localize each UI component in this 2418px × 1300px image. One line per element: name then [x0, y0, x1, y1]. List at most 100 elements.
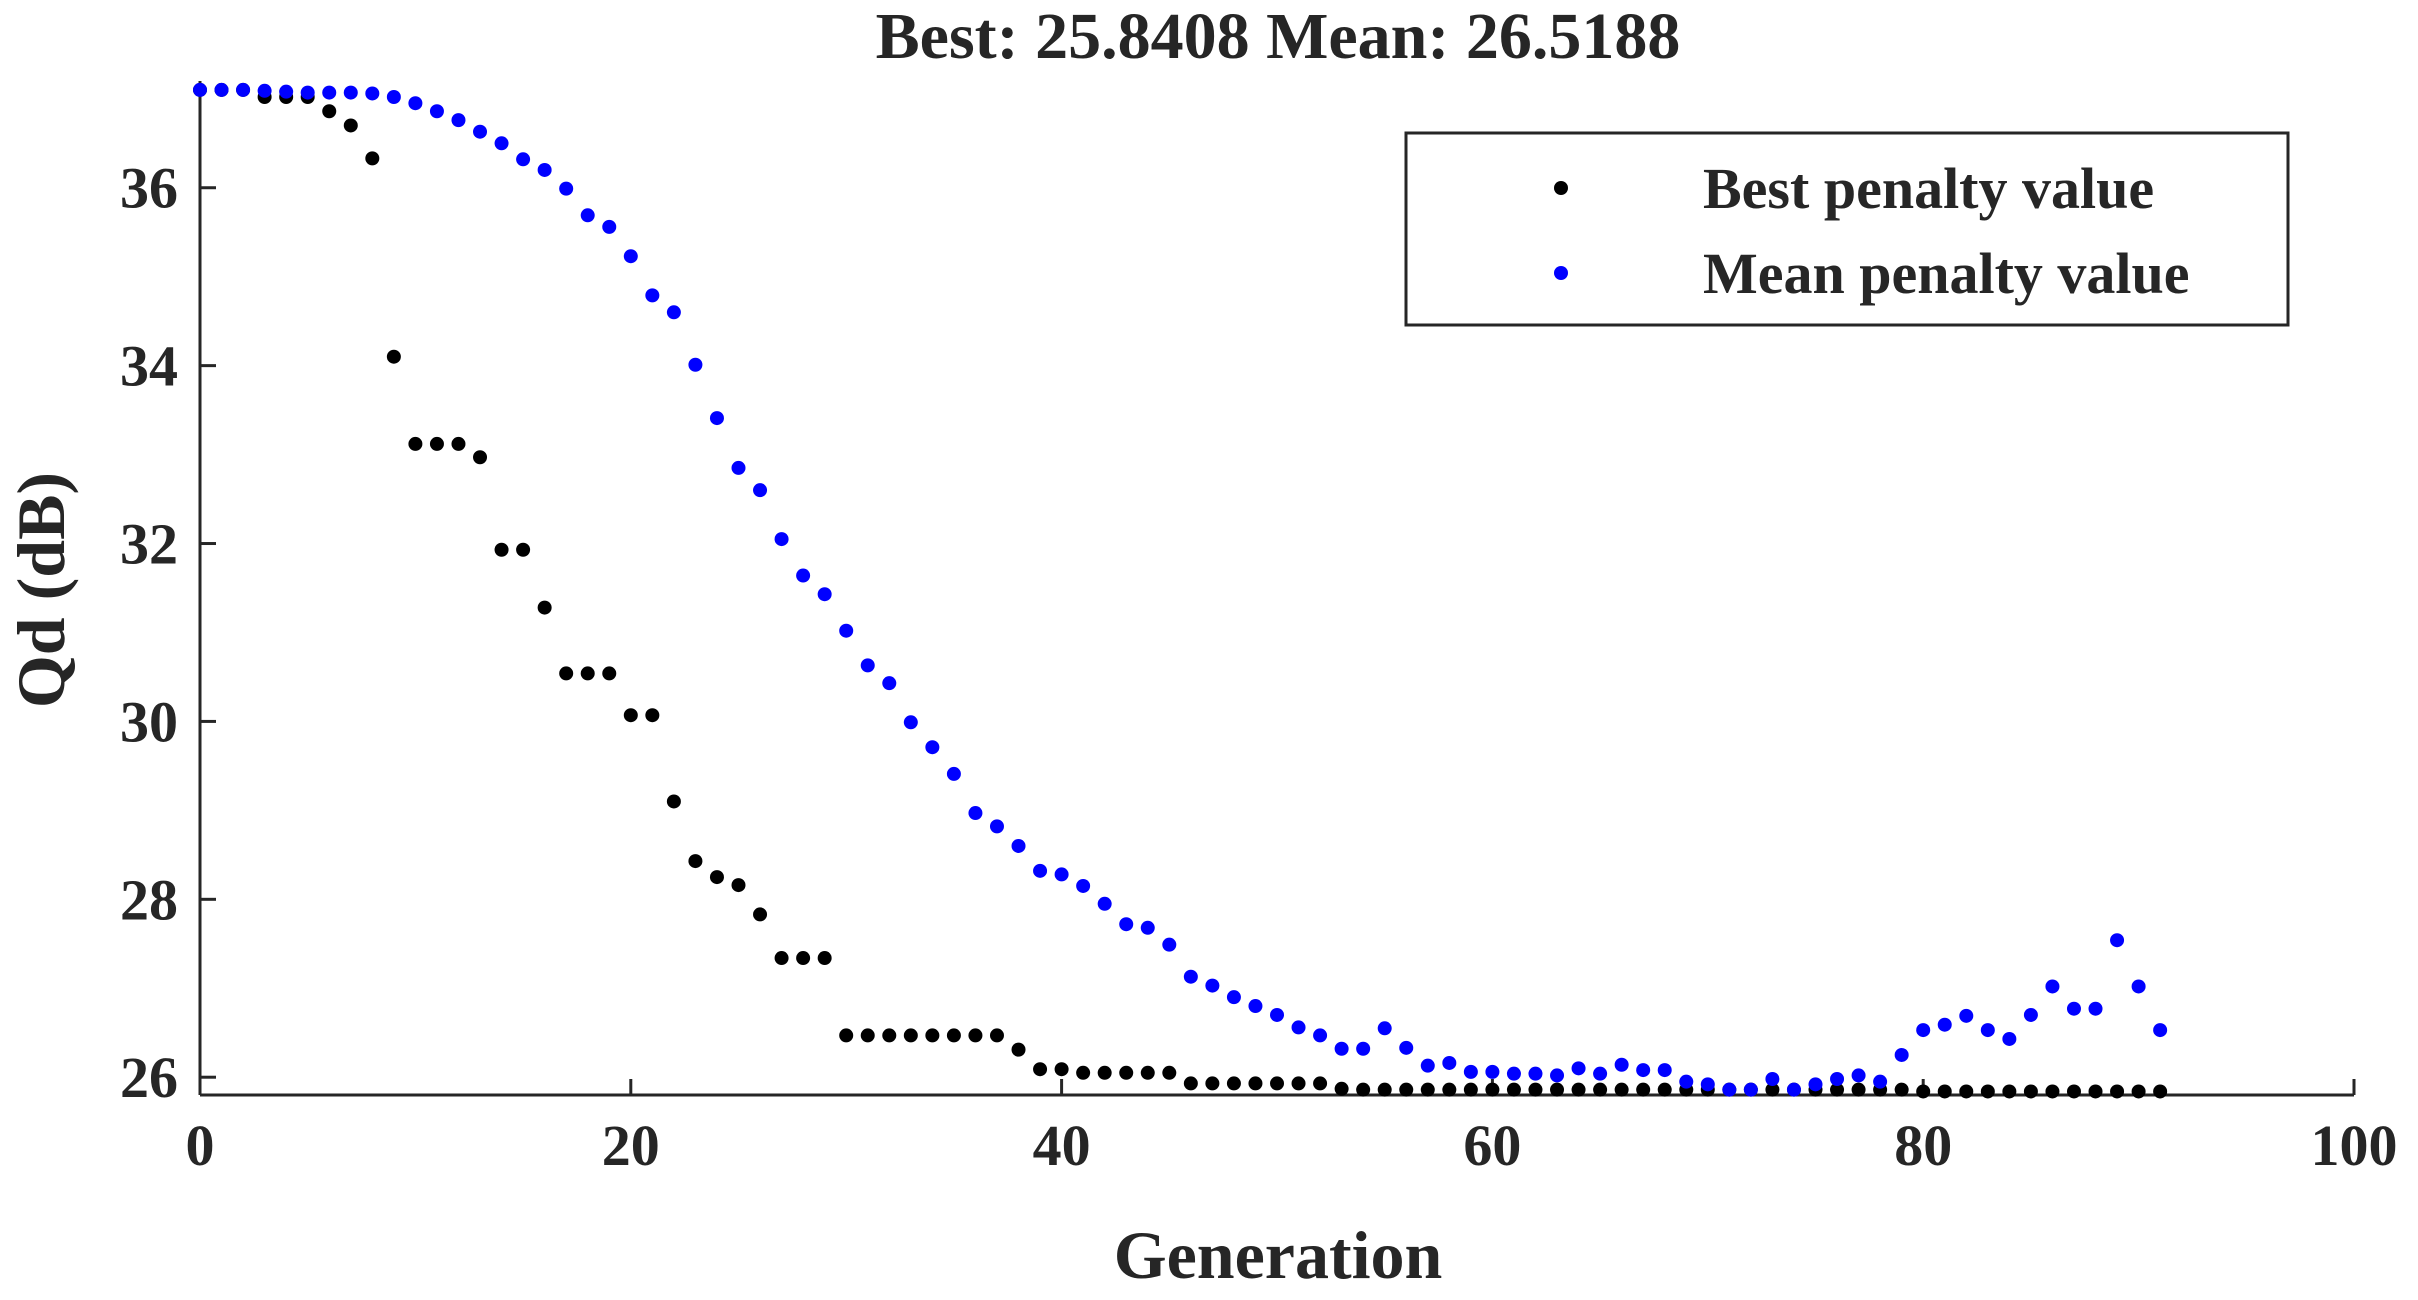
data-point	[1205, 1076, 1220, 1091]
data-point	[2131, 979, 2146, 994]
data-point	[1485, 1064, 1500, 1079]
data-point	[666, 305, 681, 320]
x-tick-label: 0	[186, 1113, 215, 1178]
data-point	[1377, 1021, 1392, 1036]
data-point	[580, 666, 595, 681]
data-point	[1291, 1020, 1306, 1035]
data-point	[989, 1028, 1004, 1043]
data-point	[2023, 1084, 2038, 1099]
data-point	[1851, 1068, 1866, 1083]
data-point	[559, 666, 574, 681]
data-point	[429, 436, 444, 451]
data-point	[1140, 1065, 1155, 1080]
data-point	[774, 532, 789, 547]
data-point	[343, 118, 358, 133]
data-point	[1377, 1082, 1392, 1097]
data-point	[1528, 1082, 1543, 1097]
legend-marker-mean	[1554, 266, 1568, 280]
data-point	[1808, 1077, 1823, 1092]
data-point	[1894, 1047, 1909, 1062]
data-point	[860, 1028, 875, 1043]
chart-title: Best: 25.8408 Mean: 26.5188	[876, 0, 1681, 73]
data-point	[645, 288, 660, 303]
data-point	[1119, 917, 1134, 932]
data-point	[2045, 1084, 2060, 1099]
data-point	[1636, 1082, 1651, 1097]
data-point	[2088, 1001, 2103, 1016]
data-point	[2002, 1031, 2017, 1046]
data-point	[1765, 1082, 1780, 1097]
data-point	[1743, 1082, 1758, 1097]
data-point	[2110, 933, 2125, 948]
legend: Best penalty value Mean penalty value	[1404, 131, 2290, 327]
y-tick-label: 26	[120, 1045, 178, 1110]
data-point	[1657, 1063, 1672, 1078]
data-point	[1851, 1082, 1866, 1097]
data-point	[1334, 1041, 1349, 1056]
data-point	[386, 349, 401, 364]
data-point	[257, 83, 272, 98]
data-point	[1722, 1082, 1737, 1097]
data-point	[688, 357, 703, 372]
y-tick-label: 30	[120, 689, 178, 754]
data-point	[2110, 1084, 2125, 1099]
data-point	[1894, 1082, 1909, 1097]
legend-marker-best	[1554, 181, 1568, 195]
data-point	[1226, 1076, 1241, 1091]
y-axis-label: Qd (dB)	[3, 472, 79, 708]
data-point	[688, 854, 703, 869]
x-tick-label: 100	[2311, 1113, 2398, 1178]
data-point	[709, 411, 724, 426]
data-point	[1593, 1066, 1608, 1081]
data-point	[2045, 979, 2060, 994]
data-point	[774, 951, 789, 966]
data-point	[429, 104, 444, 119]
data-point	[494, 136, 509, 151]
data-point	[1183, 969, 1198, 984]
data-point	[1033, 863, 1048, 878]
data-point	[1506, 1082, 1521, 1097]
data-point	[559, 181, 574, 196]
data-point	[537, 600, 552, 615]
data-point	[1959, 1008, 1974, 1023]
data-point	[1162, 937, 1177, 952]
data-point	[1571, 1082, 1586, 1097]
data-point	[925, 1028, 940, 1043]
data-point	[882, 1028, 897, 1043]
data-point	[903, 715, 918, 730]
x-tick-label: 60	[1463, 1113, 1521, 1178]
data-point	[709, 870, 724, 885]
data-point	[753, 907, 768, 922]
data-point	[1550, 1082, 1565, 1097]
data-point	[2153, 1023, 2168, 1038]
data-point	[1226, 990, 1241, 1005]
data-point	[1054, 1062, 1069, 1077]
data-point	[1937, 1084, 1952, 1099]
data-point	[408, 96, 423, 111]
data-point	[2131, 1084, 2146, 1099]
data-points	[193, 82, 2168, 1099]
data-point	[322, 85, 337, 100]
data-point	[753, 483, 768, 498]
data-point	[1313, 1028, 1328, 1043]
legend-label-best: Best penalty value	[1703, 156, 2154, 221]
data-point	[839, 1028, 854, 1043]
data-point	[537, 162, 552, 177]
data-point	[1162, 1065, 1177, 1080]
axis-ticks: 0 20 40 60 80 100 26 28 30 32 34 36	[120, 156, 2398, 1178]
data-point	[1356, 1082, 1371, 1097]
data-point	[1011, 838, 1026, 853]
data-point	[1830, 1082, 1845, 1097]
data-point	[1119, 1065, 1134, 1080]
data-point	[386, 90, 401, 105]
data-point	[1506, 1066, 1521, 1081]
data-point	[1528, 1066, 1543, 1081]
y-tick-label: 36	[120, 156, 178, 221]
data-point	[1442, 1055, 1457, 1070]
data-point	[516, 542, 531, 557]
data-point	[2088, 1084, 2103, 1099]
x-tick-label: 40	[1033, 1113, 1091, 1178]
data-point	[2153, 1084, 2168, 1099]
data-point	[666, 794, 681, 809]
x-axis-label: Generation	[1114, 1217, 1443, 1293]
